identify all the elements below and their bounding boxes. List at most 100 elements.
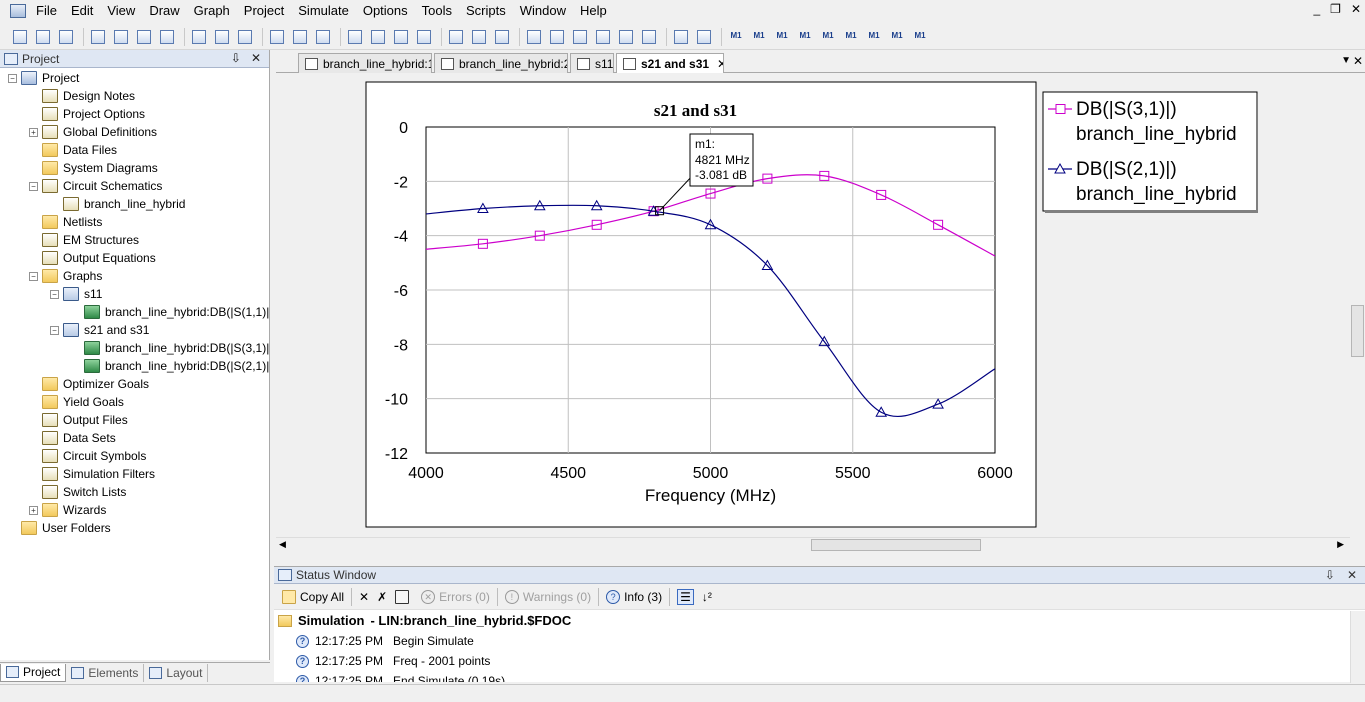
marker-tool-button[interactable]: M1 [726,27,746,47]
tree-item[interactable]: branch_line_hybrid:DB(|S(2,1)| [71,357,269,375]
data-point-square[interactable] [534,230,545,241]
tab-elements[interactable]: Elements [66,663,145,682]
data-point-square[interactable] [705,188,716,199]
paste-button[interactable] [134,27,154,47]
close-button[interactable]: ✕ [1350,2,1361,16]
tree-item[interactable]: System Diagrams [29,159,158,177]
close-icon[interactable]: ✕ [250,51,261,65]
menu-window[interactable]: Window [519,3,566,18]
close-icon[interactable]: ✕ [1346,568,1357,582]
undo-button[interactable] [189,27,209,47]
tab-s11[interactable]: s11 [570,53,614,73]
data-point-triangle[interactable] [761,259,774,271]
new-button[interactable] [10,27,30,47]
marker-tool-button[interactable]: M1 [910,27,930,47]
open-button[interactable] [33,27,53,47]
log-group-simulation[interactable]: Simulation - LIN:branch_line_hybrid.$FDO… [278,613,571,628]
series-line-2[interactable] [426,204,995,417]
errors-filter[interactable]: ✕ Errors (0) [417,586,494,608]
menu-draw[interactable]: Draw [149,3,180,18]
data-point-triangle[interactable] [590,199,603,211]
tree-item[interactable]: Circuit Symbols [29,447,146,465]
tree-item[interactable]: − Circuit Schematics [29,177,162,195]
tree-item[interactable]: User Folders [8,519,111,537]
tree-item[interactable]: Simulation Filters [29,465,155,483]
tree-item[interactable]: + Global Definitions [29,123,157,141]
add-measurement-button[interactable] [524,27,544,47]
sort-button[interactable]: ↓² [698,586,716,608]
series-line-1[interactable] [426,174,995,257]
info-filter[interactable]: ? Info (3) [602,586,666,608]
marker-tool-button[interactable]: M1 [864,27,884,47]
menu-file[interactable]: File [36,3,57,18]
marker-tool-button[interactable]: M1 [887,27,907,47]
marker-tool-button[interactable]: M1 [795,27,815,47]
graph-vertical-scrollbar[interactable] [1350,73,1365,539]
scroll-right-icon[interactable]: ▶ [1337,539,1344,549]
tree-item[interactable]: − Graphs [29,267,102,285]
tree-item[interactable]: Yield Goals [29,393,124,411]
add-marker-button[interactable] [547,27,567,47]
text-button[interactable] [694,27,714,47]
delete-button[interactable] [157,27,177,47]
menu-edit[interactable]: Edit [70,3,94,18]
tab-branch-line-hybrid-2[interactable]: branch_line_hybrid:2 [434,53,568,73]
zoom-in-button[interactable] [267,27,287,47]
add-element-button[interactable] [368,27,388,47]
tree-item[interactable]: branch_line_hybrid:DB(|S(1,1)| [71,303,269,321]
tab-branch-line-hybrid-1[interactable]: branch_line_hybrid:1 [298,53,432,73]
add-schematic-button[interactable] [345,27,365,47]
marker-button[interactable] [570,27,590,47]
menu-tools[interactable]: Tools [421,3,453,18]
marker-tool-button[interactable]: M1 [749,27,769,47]
menu-options[interactable]: Options [362,3,408,18]
horizontal-scroll-thumb[interactable] [811,539,981,551]
tree-item[interactable]: + Wizards [29,501,106,519]
tabs-dropdown-icon[interactable]: ▼ [1341,55,1351,66]
tab-project[interactable]: Project [0,663,67,682]
minimize-button[interactable]: _ [1313,2,1321,16]
tree-item[interactable]: branch_line_hybrid:DB(|S(3,1)| [71,339,269,357]
warnings-filter[interactable]: ! Warnings (0) [501,586,595,608]
data-point-square[interactable] [933,219,944,230]
data-point-square[interactable] [876,189,887,200]
app-icon[interactable] [10,4,26,18]
tab-close-icon[interactable]: ✕ [717,57,723,71]
data-point-triangle[interactable] [533,199,546,211]
clear-button[interactable]: ✕ [355,586,373,608]
data-point-square[interactable] [762,173,773,184]
tree-item[interactable]: Switch Lists [29,483,126,501]
menu-project[interactable]: Project [243,3,285,18]
menu-scripts[interactable]: Scripts [466,3,506,18]
menu-view[interactable]: View [107,3,136,18]
marker-point[interactable] [655,206,665,216]
data-point-triangle[interactable] [875,406,888,417]
legend-box[interactable] [1042,91,1258,212]
vertical-scroll-thumb[interactable] [1351,305,1364,357]
add-port-button[interactable] [391,27,411,47]
tree-item[interactable]: Optimizer Goals [29,375,149,393]
collapse-icon[interactable]: − [50,325,59,335]
tree-item[interactable]: Netlists [29,213,102,231]
data-point-triangle[interactable] [932,398,944,409]
tree-item[interactable]: Data Sets [29,429,116,447]
copy-all-button[interactable]: Copy All [278,586,348,608]
graph-canvas[interactable]: s21 and s31 4000 4500 5000 5500 6000 0 -2 -4 -6 -8… [276,73,1350,537]
restore-button[interactable]: ❐ [1330,2,1341,16]
log-entry[interactable]: ? 12:17:25 PM Begin Simulate [296,634,474,648]
list-view-button[interactable]: ☰ [673,586,698,608]
tree-item[interactable]: Data Files [29,141,117,159]
marker-right-button[interactable] [639,27,659,47]
add-graph-button[interactable] [414,27,434,47]
simulate-button[interactable] [446,27,466,47]
tune-tool-button[interactable] [492,27,512,47]
marker-search-button[interactable] [593,27,613,47]
tune-button[interactable] [469,27,489,47]
data-point-triangle[interactable] [818,335,831,347]
tree-item[interactable]: Project Options [29,105,145,123]
tab-s21-and-s31[interactable]: s21 and s31 ✕ [616,53,724,74]
tab-layout[interactable]: Layout [144,663,209,682]
pin-icon[interactable]: ⇩ [230,51,241,65]
tree-item[interactable]: Design Notes [29,87,135,105]
tree-item[interactable]: Output Equations [29,249,156,267]
